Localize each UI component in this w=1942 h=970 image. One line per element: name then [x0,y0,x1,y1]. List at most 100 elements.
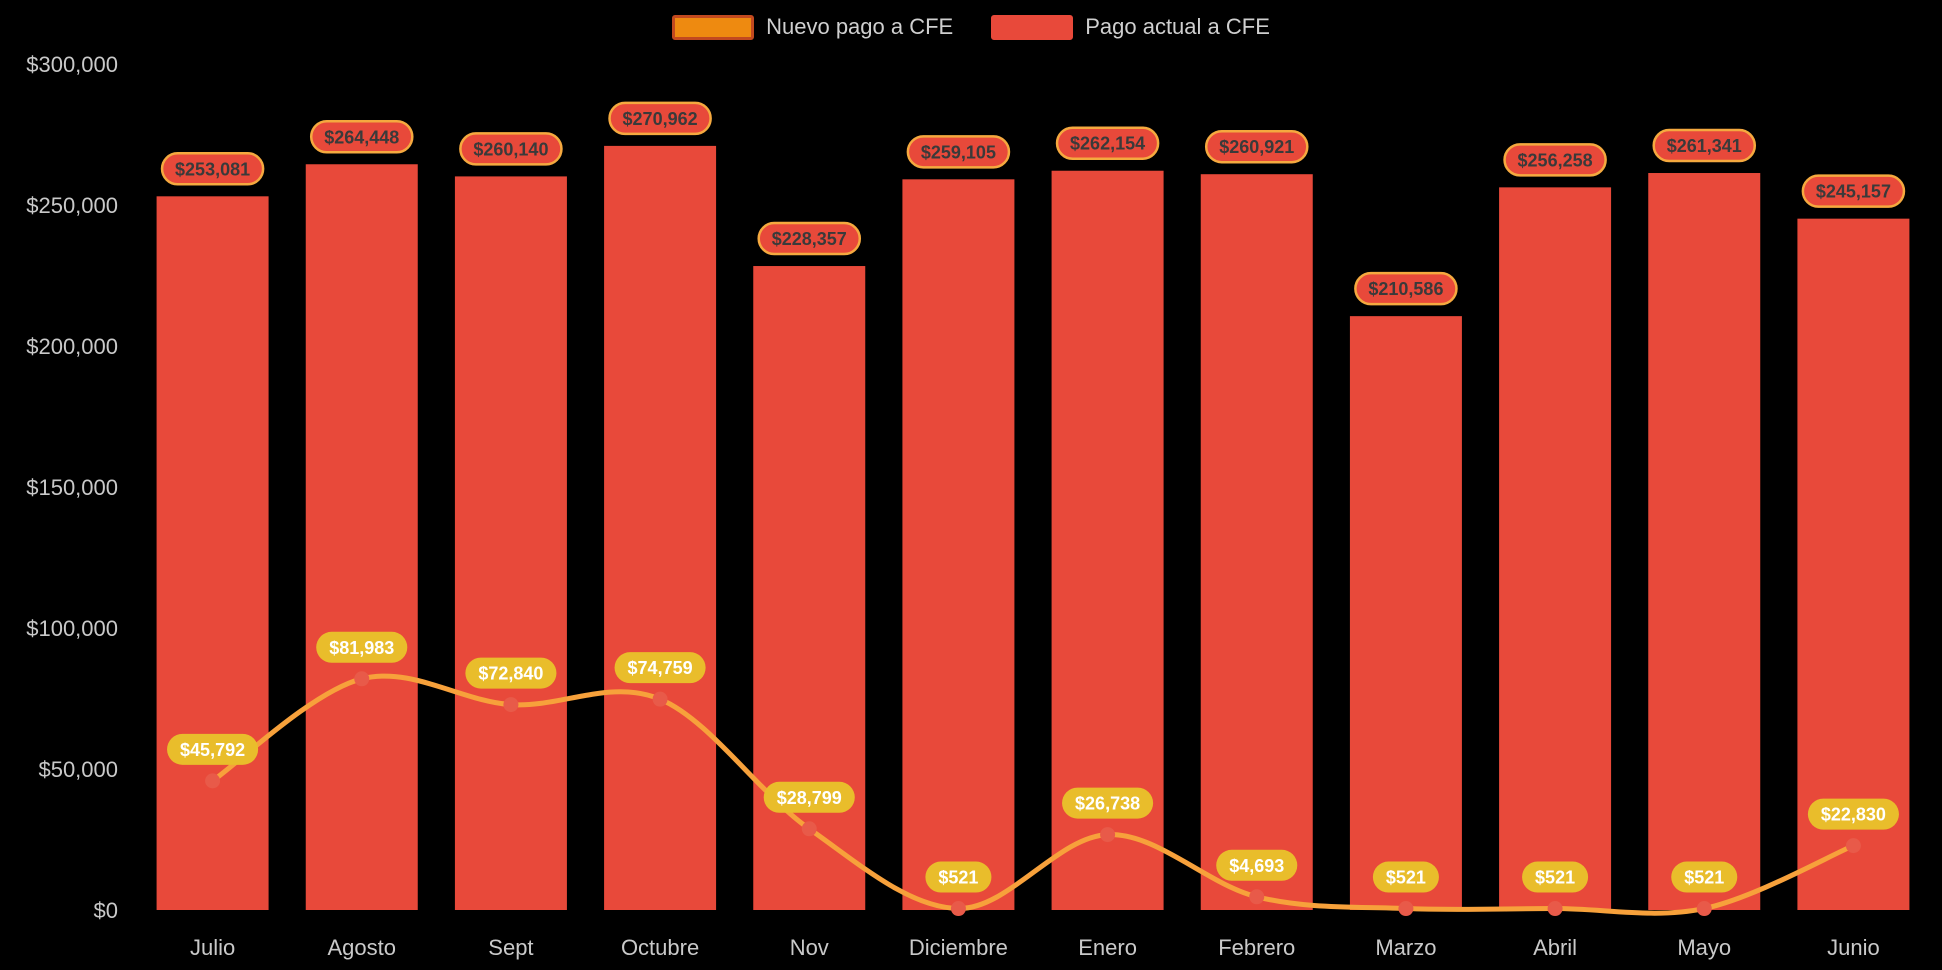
line-point [205,773,221,789]
value-label-pill [614,652,706,684]
bar-pago-actual [454,176,567,910]
value-label-text: $210,586 [1368,279,1443,299]
value-label-text: $521 [1386,868,1426,888]
bar-pago-actual [305,164,418,910]
bar-pago-actual [1051,170,1164,911]
y-axis-tick-label: $50,000 [38,757,118,782]
value-label-pill [1204,129,1309,164]
value-label-text: $262,154 [1070,134,1145,154]
value-label-text: $260,921 [1219,137,1294,157]
line-point [1100,827,1116,843]
bar-pago-actual [1797,218,1910,911]
value-label-pill [1062,787,1154,819]
value-label-pill [1807,798,1899,830]
value-label-text: $228,357 [772,229,847,249]
x-axis-category-label: Junio [1827,935,1880,960]
value-label-text: $521 [1535,868,1575,888]
value-label-text: $264,448 [324,127,399,147]
y-axis-tick-label: $150,000 [26,475,118,500]
value-label-pill [757,221,862,256]
value-label-pill [309,120,414,154]
value-label-text: $521 [1684,868,1724,888]
bar-pago-actual [1200,174,1313,911]
x-axis-category-label: Febrero [1218,935,1295,960]
y-axis-tick-label: $200,000 [26,334,118,359]
value-label-pill [1522,861,1589,893]
x-axis-category-label: Nov [790,935,829,960]
value-label-pill [1216,849,1298,881]
line-point [1547,901,1563,917]
value-label-pill [1055,126,1160,160]
bar-pago-actual [1648,173,1761,911]
x-axis-category-label: Julio [190,935,235,960]
value-label-pill [1652,128,1757,163]
value-label-pill [608,101,712,136]
y-axis-tick-label: $100,000 [26,616,118,641]
value-label-text: $245,157 [1816,182,1891,202]
value-label-pill [1671,861,1738,893]
value-label-pill [160,152,265,186]
value-label-text: $81,983 [329,638,394,658]
line-point [1398,901,1414,917]
value-label-pill [1354,271,1458,306]
line-point [652,691,668,707]
line-point [503,697,519,713]
legend-item-nuevo-pago[interactable]: Nuevo pago a CFE [672,14,953,40]
value-label-pill [465,657,557,689]
value-label-text: $521 [938,868,978,888]
value-label-text: $259,105 [921,142,996,162]
line-point [1696,901,1712,917]
line-point [950,901,966,917]
legend-swatch-nuevo-pago-icon [672,14,755,40]
x-axis-category-label: Marzo [1375,935,1436,960]
line-point [354,671,370,687]
value-label-text: $253,081 [175,159,250,179]
value-label-pill [1372,861,1439,893]
line-point [801,821,817,837]
y-axis-tick-label: $250,000 [26,193,118,218]
y-axis-tick-label: $300,000 [26,52,118,77]
value-label-pill [316,631,408,663]
value-label-pill [763,781,855,813]
value-label-pill [1503,143,1607,177]
value-label-pill [1801,174,1906,208]
x-axis-category-label: Diciembre [909,935,1008,960]
value-label-text: $4,693 [1229,856,1284,876]
bar-pago-actual [753,266,866,910]
x-axis-category-label: Sept [488,935,533,960]
value-label-text: $256,258 [1518,150,1593,170]
value-label-text: $270,962 [623,109,698,129]
value-label-text: $261,341 [1667,136,1742,156]
line-point [1845,838,1861,854]
y-axis-tick-label: $0 [94,898,118,923]
x-axis-category-label: Enero [1078,935,1137,960]
bar-pago-actual [156,196,269,910]
bar-pago-actual [1349,316,1462,911]
legend-item-pago-actual[interactable]: Pago actual a CFE [991,14,1270,40]
value-label-pill [925,861,992,893]
value-label-text: $74,759 [628,658,693,678]
value-label-text: $28,799 [777,788,842,808]
value-label-text: $26,738 [1075,794,1140,814]
value-label-pill [167,733,259,765]
value-label-text: $45,792 [180,740,245,760]
x-axis-category-label: Abril [1533,935,1577,960]
value-label-pill [459,132,563,166]
x-axis-category-label: Octubre [621,935,699,960]
legend-label-nuevo-pago: Nuevo pago a CFE [766,14,954,39]
bar-pago-actual [902,179,1015,910]
line-point [1249,889,1265,905]
value-label-text: $72,840 [478,664,543,684]
value-label-text: $22,830 [1821,805,1886,825]
legend-label-pago-actual: Pago actual a CFE [1085,14,1270,39]
x-axis-category-label: Mayo [1677,935,1731,960]
value-label-text: $260,140 [473,139,548,159]
x-axis-category-label: Agosto [328,935,397,960]
value-label-pill [906,135,1011,169]
bar-pago-actual [1499,187,1612,911]
legend: Nuevo pago a CFE Pago actual a CFE [0,14,1942,40]
bar-pago-actual [604,145,717,911]
legend-swatch-pago-actual-icon [991,14,1074,40]
